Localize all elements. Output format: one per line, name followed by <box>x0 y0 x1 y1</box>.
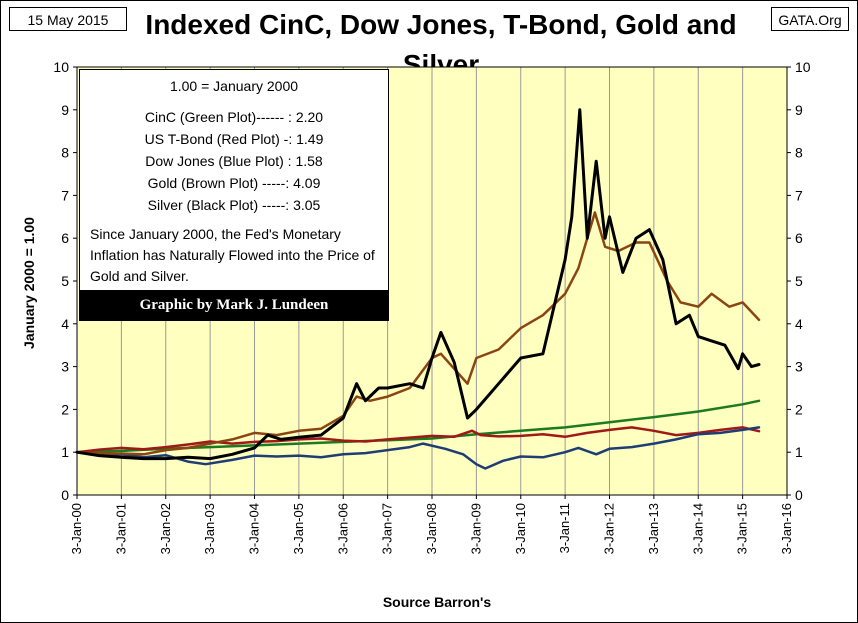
credit-banner: Graphic by Mark J. Lundeen <box>80 290 388 320</box>
axis-ticks <box>73 66 791 499</box>
x-tick-label: 3-Jan-09 <box>468 503 483 554</box>
legend-line-dow: Dow Jones (Blue Plot) : 1.58 <box>145 153 323 169</box>
legend-line-tbond: US T-Bond (Red Plot) -: 1.49 <box>144 131 324 147</box>
axis-tick-labels: 3-Jan-00 3-Jan-01 3-Jan-02 3-Jan-03 3-Jan-04… <box>53 59 810 554</box>
y-tick-label-left: 3 <box>61 359 69 375</box>
y-tick-label-left: 0 <box>61 487 69 503</box>
y-tick-label-left: 10 <box>53 59 69 75</box>
x-tick-label: 3-Jan-07 <box>380 503 395 554</box>
x-tick-label: 3-Jan-10 <box>513 503 528 554</box>
y-tick-label-left: 9 <box>61 102 69 118</box>
y-tick-label-right: 4 <box>795 316 803 332</box>
x-tick-label: 3-Jan-00 <box>69 503 84 554</box>
x-tick-label: 3-Jan-01 <box>113 503 128 554</box>
legend-line-gold: Gold (Brown Plot) -----: 4.09 <box>147 175 321 191</box>
x-tick-label: 3-Jan-11 <box>557 503 572 553</box>
x-tick-label: 3-Jan-06 <box>335 503 350 554</box>
legend-line-cinc: CinC (Green Plot)------ : 2.20 <box>144 109 324 125</box>
x-tick-label: 3-Jan-02 <box>158 503 173 554</box>
chart-title: Indexed CinC, Dow Jones, T-Bond, Gold an… <box>145 9 737 80</box>
y-tick-label-right: 8 <box>795 145 803 161</box>
source-label: GATA.Org <box>771 7 849 31</box>
series-line-dow-jones <box>75 426 761 470</box>
x-axis-title: Source Barron's <box>382 594 492 610</box>
y-tick-label-right: 6 <box>795 230 803 246</box>
y-tick-label-right: 2 <box>795 401 803 417</box>
x-tick-label: 3-Jan-12 <box>602 503 617 554</box>
y-tick-label-right: 3 <box>795 359 803 375</box>
y-tick-label-right: 5 <box>795 273 803 289</box>
series-line-us-t-bond <box>75 426 761 454</box>
x-tick-label: 3-Jan-13 <box>646 503 661 554</box>
y-tick-label-right: 0 <box>795 487 803 503</box>
y-tick-label-left: 5 <box>61 273 69 289</box>
y-tick-label-left: 6 <box>61 230 69 246</box>
series-lines <box>75 108 761 470</box>
x-tick-label: 3-Jan-16 <box>779 503 794 554</box>
x-tick-label: 3-Jan-08 <box>424 503 439 554</box>
y-tick-label-right: 1 <box>795 444 803 460</box>
legend-line-silver: Silver (Black Plot) -----: 3.05 <box>147 197 321 213</box>
legend-note: Since January 2000, the Fed's Monetary I… <box>90 226 375 284</box>
y-tick-label-left: 7 <box>61 187 69 203</box>
x-tick-label: 3-Jan-15 <box>735 503 750 554</box>
y-tick-label-right: 9 <box>795 102 803 118</box>
date-label: 15 May 2015 <box>9 7 127 31</box>
y-tick-label-left: 4 <box>61 316 69 332</box>
y-tick-label-right: 7 <box>795 187 803 203</box>
legend-heading: 1.00 = January 2000 <box>169 78 299 94</box>
x-tick-label: 3-Jan-05 <box>291 503 306 554</box>
legend-box: 1.00 = January 2000 CinC (Green Plot)---… <box>79 69 389 321</box>
x-tick-label: 3-Jan-04 <box>247 503 262 554</box>
x-tick-label: 3-Jan-14 <box>690 503 705 554</box>
x-tick-label: 3-Jan-03 <box>202 503 217 554</box>
y-tick-label-left: 2 <box>61 401 69 417</box>
y-axis-title: January 2000 = 1.00 <box>21 217 37 349</box>
y-tick-label-right: 10 <box>795 59 811 75</box>
y-tick-label-left: 1 <box>61 444 69 460</box>
y-tick-label-left: 8 <box>61 145 69 161</box>
series-line-silver <box>75 108 761 461</box>
